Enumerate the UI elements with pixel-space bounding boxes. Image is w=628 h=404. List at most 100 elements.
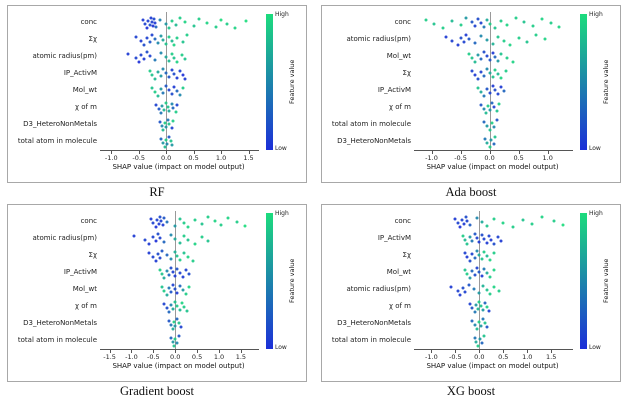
shap-point <box>483 321 487 324</box>
shap-point <box>173 300 177 303</box>
shap-point <box>488 22 492 25</box>
shap-point <box>213 219 217 222</box>
x-axis-line <box>100 349 259 350</box>
shap-point <box>493 26 497 29</box>
shap-point <box>485 325 489 328</box>
colorbar-title: Feature value <box>602 258 610 304</box>
x-tick-mark <box>166 151 168 154</box>
shap-point <box>160 104 164 107</box>
shap-point <box>156 94 160 97</box>
shap-point <box>160 285 164 288</box>
x-tick-mark <box>153 350 155 353</box>
shap-point <box>497 289 500 292</box>
shap-point <box>470 239 474 242</box>
shap-point <box>177 321 181 324</box>
shap-point <box>175 254 179 257</box>
feature-value-colorbar <box>580 213 587 349</box>
shap-point <box>483 301 487 304</box>
shap-point <box>487 234 491 237</box>
shap-point <box>444 35 448 38</box>
shap-point <box>511 60 515 63</box>
shap-point <box>158 236 162 239</box>
shap-point <box>181 40 185 43</box>
shap-point <box>182 221 186 224</box>
shap-point <box>464 33 468 36</box>
shap-point <box>162 302 166 305</box>
shap-point <box>491 84 494 87</box>
shap-point <box>171 327 175 330</box>
shap-point <box>549 21 553 24</box>
shap-point <box>477 270 481 273</box>
x-tick-mark <box>551 350 553 353</box>
shap-point <box>164 84 168 87</box>
shap-point <box>492 242 496 245</box>
feature-label: IP_ActivM <box>63 69 97 77</box>
x-tick-label: -1.0 <box>425 353 438 361</box>
shap-point <box>158 268 162 271</box>
shap-point <box>158 215 162 218</box>
shap-point <box>172 72 176 75</box>
shap-point <box>473 24 477 27</box>
shap-point <box>489 138 493 141</box>
shap-point <box>160 272 164 275</box>
shap-point <box>480 257 484 260</box>
shap-point <box>173 250 177 253</box>
shap-point <box>219 18 223 21</box>
shap-point <box>463 290 467 293</box>
shap-point <box>485 54 489 57</box>
feature-label: D3_HeteroNonMetals <box>337 137 411 145</box>
shap-point <box>464 16 468 19</box>
colorbar-low-label: Low <box>589 145 601 152</box>
shap-point <box>467 283 471 286</box>
shap-point <box>143 238 147 241</box>
shap-point <box>180 53 183 56</box>
shap-point <box>151 235 155 238</box>
shap-point <box>175 89 179 92</box>
shap-point <box>458 225 462 228</box>
shap-point <box>243 224 247 227</box>
x-tick-label: -1.0 <box>125 353 138 361</box>
shap-point <box>166 105 170 108</box>
shap-point <box>161 141 165 144</box>
shap-point <box>182 305 186 308</box>
shap-point <box>161 38 165 41</box>
shap-point <box>163 121 167 124</box>
feature-label: Σχ <box>88 251 97 259</box>
shap-point <box>482 250 486 253</box>
shap-point <box>473 41 477 44</box>
shap-point <box>167 75 171 78</box>
feature-label: IP_ActivM <box>377 86 411 94</box>
shap-point <box>492 251 496 254</box>
shap-point <box>479 90 483 93</box>
shap-point <box>175 76 179 79</box>
shap-point <box>167 59 171 62</box>
feature-label: conc <box>394 217 411 225</box>
shap-point <box>175 60 179 63</box>
shap-point <box>167 286 171 289</box>
shap-point <box>175 267 179 270</box>
shap-point <box>167 319 171 322</box>
shap-point <box>132 234 136 237</box>
shap-point <box>485 141 489 144</box>
shap-point <box>470 269 474 272</box>
shap-point <box>180 301 184 304</box>
shap-point <box>488 128 492 131</box>
shap-point <box>492 217 496 220</box>
shap-point <box>492 268 496 271</box>
shap-point <box>186 255 190 258</box>
shap-point <box>488 258 492 261</box>
shap-point <box>205 21 209 24</box>
colorbar-high-label: High <box>275 11 289 18</box>
shap-point <box>225 22 228 25</box>
shap-point <box>463 268 467 271</box>
x-tick-mark <box>175 350 177 353</box>
shap-point <box>489 238 493 241</box>
shap-point <box>149 217 153 220</box>
x-tick-label: 1.0 <box>522 353 533 361</box>
shap-point <box>482 94 486 97</box>
shap-point <box>170 39 174 42</box>
shap-point <box>154 25 158 28</box>
shap-point <box>467 37 471 40</box>
x-tick-mark <box>109 350 111 353</box>
shap-point <box>192 24 196 27</box>
